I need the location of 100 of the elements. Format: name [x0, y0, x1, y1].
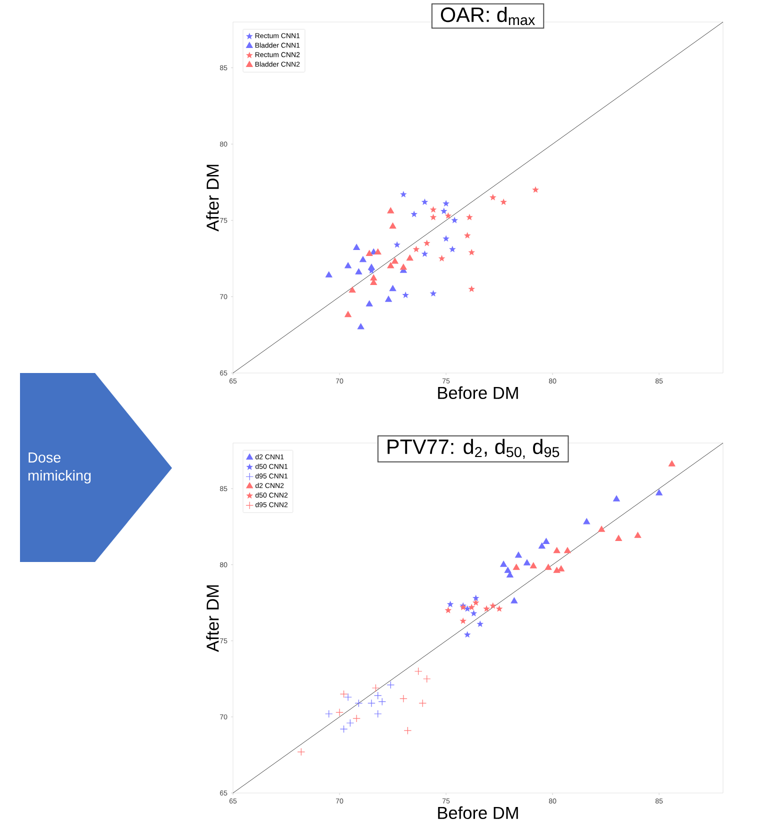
- point: [489, 194, 496, 200]
- point: [510, 597, 518, 604]
- point: [489, 602, 496, 609]
- point: [360, 256, 366, 262]
- chart-title: PTV77: d$_{2}$, d$_{50,}$ d$_{95}$: [388, 438, 560, 459]
- point: [512, 564, 520, 570]
- point: [464, 605, 471, 612]
- y-axis-title: After DM: [206, 585, 219, 652]
- point: [530, 562, 537, 568]
- point: [346, 719, 354, 727]
- point: [370, 274, 378, 280]
- point: [387, 207, 394, 214]
- point: [468, 285, 476, 292]
- point: [532, 186, 539, 193]
- point: [483, 605, 490, 612]
- point: [524, 559, 530, 566]
- point: [392, 258, 398, 264]
- point: [460, 617, 467, 624]
- point: [394, 241, 400, 248]
- point: [400, 190, 407, 198]
- point: [423, 240, 430, 246]
- point: [496, 605, 503, 612]
- point: [634, 532, 642, 538]
- point: [449, 246, 456, 252]
- point: [400, 694, 408, 703]
- point: [402, 292, 409, 298]
- chart-title: OAR: d$_{max}$: [440, 6, 535, 26]
- point: [366, 300, 373, 306]
- point: [374, 248, 382, 255]
- point: [451, 216, 458, 224]
- point: [368, 264, 375, 270]
- point: [297, 748, 306, 756]
- point: [352, 714, 360, 722]
- point: [464, 232, 471, 239]
- point: [438, 254, 446, 262]
- point: [444, 212, 452, 219]
- point: [385, 296, 392, 302]
- point: [324, 710, 333, 718]
- point: [542, 538, 550, 544]
- point: [468, 248, 476, 256]
- point: [353, 244, 360, 250]
- point: [472, 599, 480, 606]
- point: [430, 290, 437, 297]
- point: [404, 726, 412, 735]
- point: [344, 311, 352, 318]
- y-axis-title: After DM: [206, 164, 219, 232]
- point: [386, 681, 395, 689]
- point: [344, 262, 352, 268]
- point: [368, 699, 376, 708]
- point: [389, 285, 396, 292]
- point: [357, 323, 364, 330]
- point: [476, 620, 484, 627]
- point: [544, 564, 552, 570]
- point: [466, 214, 473, 220]
- point: [504, 566, 512, 573]
- point: [442, 235, 450, 242]
- point: [406, 254, 414, 261]
- point: [400, 264, 407, 270]
- point: [538, 542, 546, 549]
- point: [472, 594, 480, 602]
- point: [418, 699, 427, 708]
- point: [354, 699, 363, 708]
- point: [374, 710, 382, 718]
- point: [668, 460, 676, 466]
- point: [558, 565, 565, 572]
- point: [470, 610, 478, 616]
- point: [414, 667, 422, 676]
- point: [355, 268, 362, 274]
- x-axis-title: Before DM: [438, 806, 518, 820]
- point: [515, 552, 522, 558]
- point: [422, 674, 431, 683]
- point: [446, 600, 454, 608]
- point: [372, 684, 380, 692]
- point: [348, 286, 356, 293]
- point: [366, 250, 373, 256]
- point: [553, 547, 560, 554]
- x-axis-title: Before DM: [438, 386, 518, 400]
- point: [440, 208, 448, 214]
- point: [464, 631, 471, 638]
- point: [613, 495, 620, 502]
- point: [468, 604, 476, 610]
- point: [564, 547, 571, 554]
- point: [421, 250, 428, 257]
- point: [444, 606, 452, 614]
- point: [412, 246, 420, 252]
- point: [336, 708, 344, 716]
- point: [421, 198, 428, 205]
- point: [410, 210, 418, 218]
- point: [340, 690, 348, 698]
- point: [615, 534, 622, 541]
- text: Dose mimicking: [28, 452, 91, 484]
- point: [340, 725, 348, 733]
- point: [430, 214, 437, 220]
- point: [656, 489, 663, 496]
- point: [598, 526, 605, 532]
- point: [500, 198, 507, 205]
- point: [430, 206, 437, 213]
- point: [389, 222, 396, 229]
- point: [583, 518, 590, 524]
- point: [442, 200, 450, 207]
